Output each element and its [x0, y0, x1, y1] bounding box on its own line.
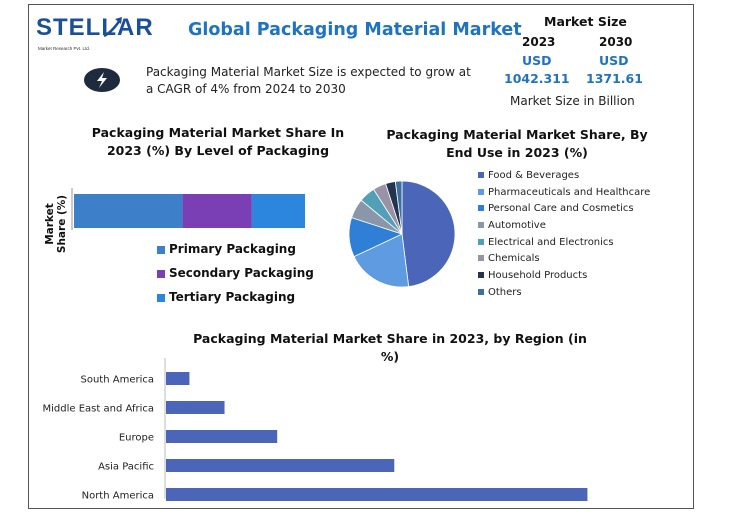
end-use-legend-item-food-beverages: Food & Beverages [478, 170, 650, 187]
end-use-legend-item-household-products: Household Products [478, 270, 650, 287]
region-bar-north-america [166, 488, 588, 501]
end-use-legend-label: Household Products [488, 270, 588, 282]
legend-primary-packaging: Primary Packaging [157, 242, 296, 256]
packaging-level-chart-title: Packaging Material Market Share In 2023 … [88, 124, 348, 160]
pie-slice-food-beverages [401, 180, 456, 288]
end-use-legend-item-automotive: Automotive [478, 220, 650, 237]
region-label-asia-pacific: Asia Pacific [98, 462, 154, 473]
legend-label-secondary: Secondary Packaging [169, 266, 314, 280]
lightning-icon [84, 68, 120, 92]
market-size-title: Market Size [544, 14, 627, 29]
region-bar-europe [166, 430, 278, 443]
packaging-level-y-axis-label: Market Share (%) [44, 194, 68, 254]
end-use-chart-title: Packaging Material Market Share, By End … [386, 126, 648, 162]
region-bar-asia-pacific [166, 459, 395, 472]
region-bar-middle-east-and-africa [166, 401, 225, 414]
logo-wordmark: STELLAR [36, 14, 154, 41]
stack-segment-primary-packaging [74, 194, 183, 228]
logo-arrow-icon [103, 17, 122, 38]
end-use-pie-chart [348, 180, 456, 288]
end-use-legend-swatch [478, 172, 484, 178]
end-use-legend: Food & Beverages Pharmaceuticals and Heal… [478, 170, 650, 304]
end-use-legend-swatch [478, 238, 484, 245]
pie-slice-others [394, 180, 403, 235]
region-label-north-america: North America [82, 491, 154, 502]
market-size-currency-2023: USD [522, 53, 552, 68]
end-use-legend-label: Electrical and Electronics [488, 236, 614, 248]
legend-swatch-primary [157, 245, 165, 254]
end-use-chart-title-line2: End Use in 2023 (%) [446, 145, 588, 160]
end-use-legend-swatch [478, 222, 484, 229]
end-use-legend-item-electrical-and-electronics: Electrical and Electronics [478, 237, 650, 254]
end-use-legend-label: Others [488, 286, 522, 298]
description-text: Packaging Material Market Size is expect… [146, 65, 471, 96]
legend-swatch-tertiary [157, 293, 165, 302]
region-label-europe: Europe [119, 433, 154, 444]
end-use-legend-swatch [478, 255, 484, 262]
stack-segment-tertiary-packaging [251, 194, 305, 228]
region-label-south-america: South America [81, 375, 155, 386]
packaging-level-chart [71, 188, 305, 230]
legend-label-tertiary: Tertiary Packaging [169, 290, 296, 304]
end-use-legend-item-chemicals: Chemicals [478, 253, 650, 270]
pie-slice-pharmaceuticals-and-healthcare [353, 233, 410, 288]
region-chart-title: Packaging Material Market Share in 2023,… [193, 331, 587, 364]
end-use-legend-label: Personal Care and Cosmetics [488, 203, 634, 215]
region-bar-south-america [166, 372, 190, 385]
packaging-level-chart-title-line2: 2023 (%) By Level of Packaging [106, 143, 330, 158]
market-size-value-2030: 1371.61 [586, 71, 643, 86]
end-use-legend-label: Chemicals [488, 253, 540, 265]
market-size-value-2023: 1042.311 [504, 71, 570, 86]
market-size-currency-2030: USD [599, 53, 629, 68]
end-use-legend-swatch [478, 205, 484, 212]
legend-label-primary: Primary Packaging [169, 242, 296, 256]
legend-secondary-packaging: Secondary Packaging [157, 266, 314, 280]
page-title: Global Packaging Material Market [188, 20, 522, 40]
legend-tertiary-packaging: Tertiary Packaging [157, 290, 295, 304]
legend-swatch-secondary [157, 269, 165, 278]
logo-tagline: Market Research Pvt. Ltd. [38, 46, 91, 51]
market-size-unit: Market Size in Billion [510, 94, 635, 108]
end-use-legend-label: Pharmaceuticals and Healthcare [488, 186, 651, 198]
market-size-year-2030: 2030 [599, 35, 633, 49]
end-use-legend-swatch [478, 272, 484, 279]
region-bar-chart: South America Middle East and Africa Europ… [43, 358, 588, 502]
end-use-legend-item-pharmaceuticals-and-healthcare: Pharmaceuticals and Healthcare [478, 187, 650, 204]
end-use-legend-item-personal-care-and-cosmetics: Personal Care and Cosmetics [478, 203, 650, 220]
end-use-chart-title-line1: Packaging Material Market Share, By [386, 127, 648, 142]
packaging-level-chart-title-line1: Packaging Material Market Share In [91, 125, 345, 140]
end-use-legend-label: Food & Beverages [488, 170, 580, 181]
region-label-middle-east-and-africa: Middle East and Africa [43, 404, 154, 415]
market-size-year-2023: 2023 [522, 35, 556, 49]
end-use-legend-label: Automotive [488, 220, 546, 232]
infographic-frame [28, 4, 694, 509]
end-use-legend-swatch [478, 188, 484, 195]
end-use-legend-item-others: Others [478, 287, 650, 304]
end-use-legend-swatch [478, 288, 484, 295]
stack-segment-secondary-packaging [182, 194, 252, 228]
